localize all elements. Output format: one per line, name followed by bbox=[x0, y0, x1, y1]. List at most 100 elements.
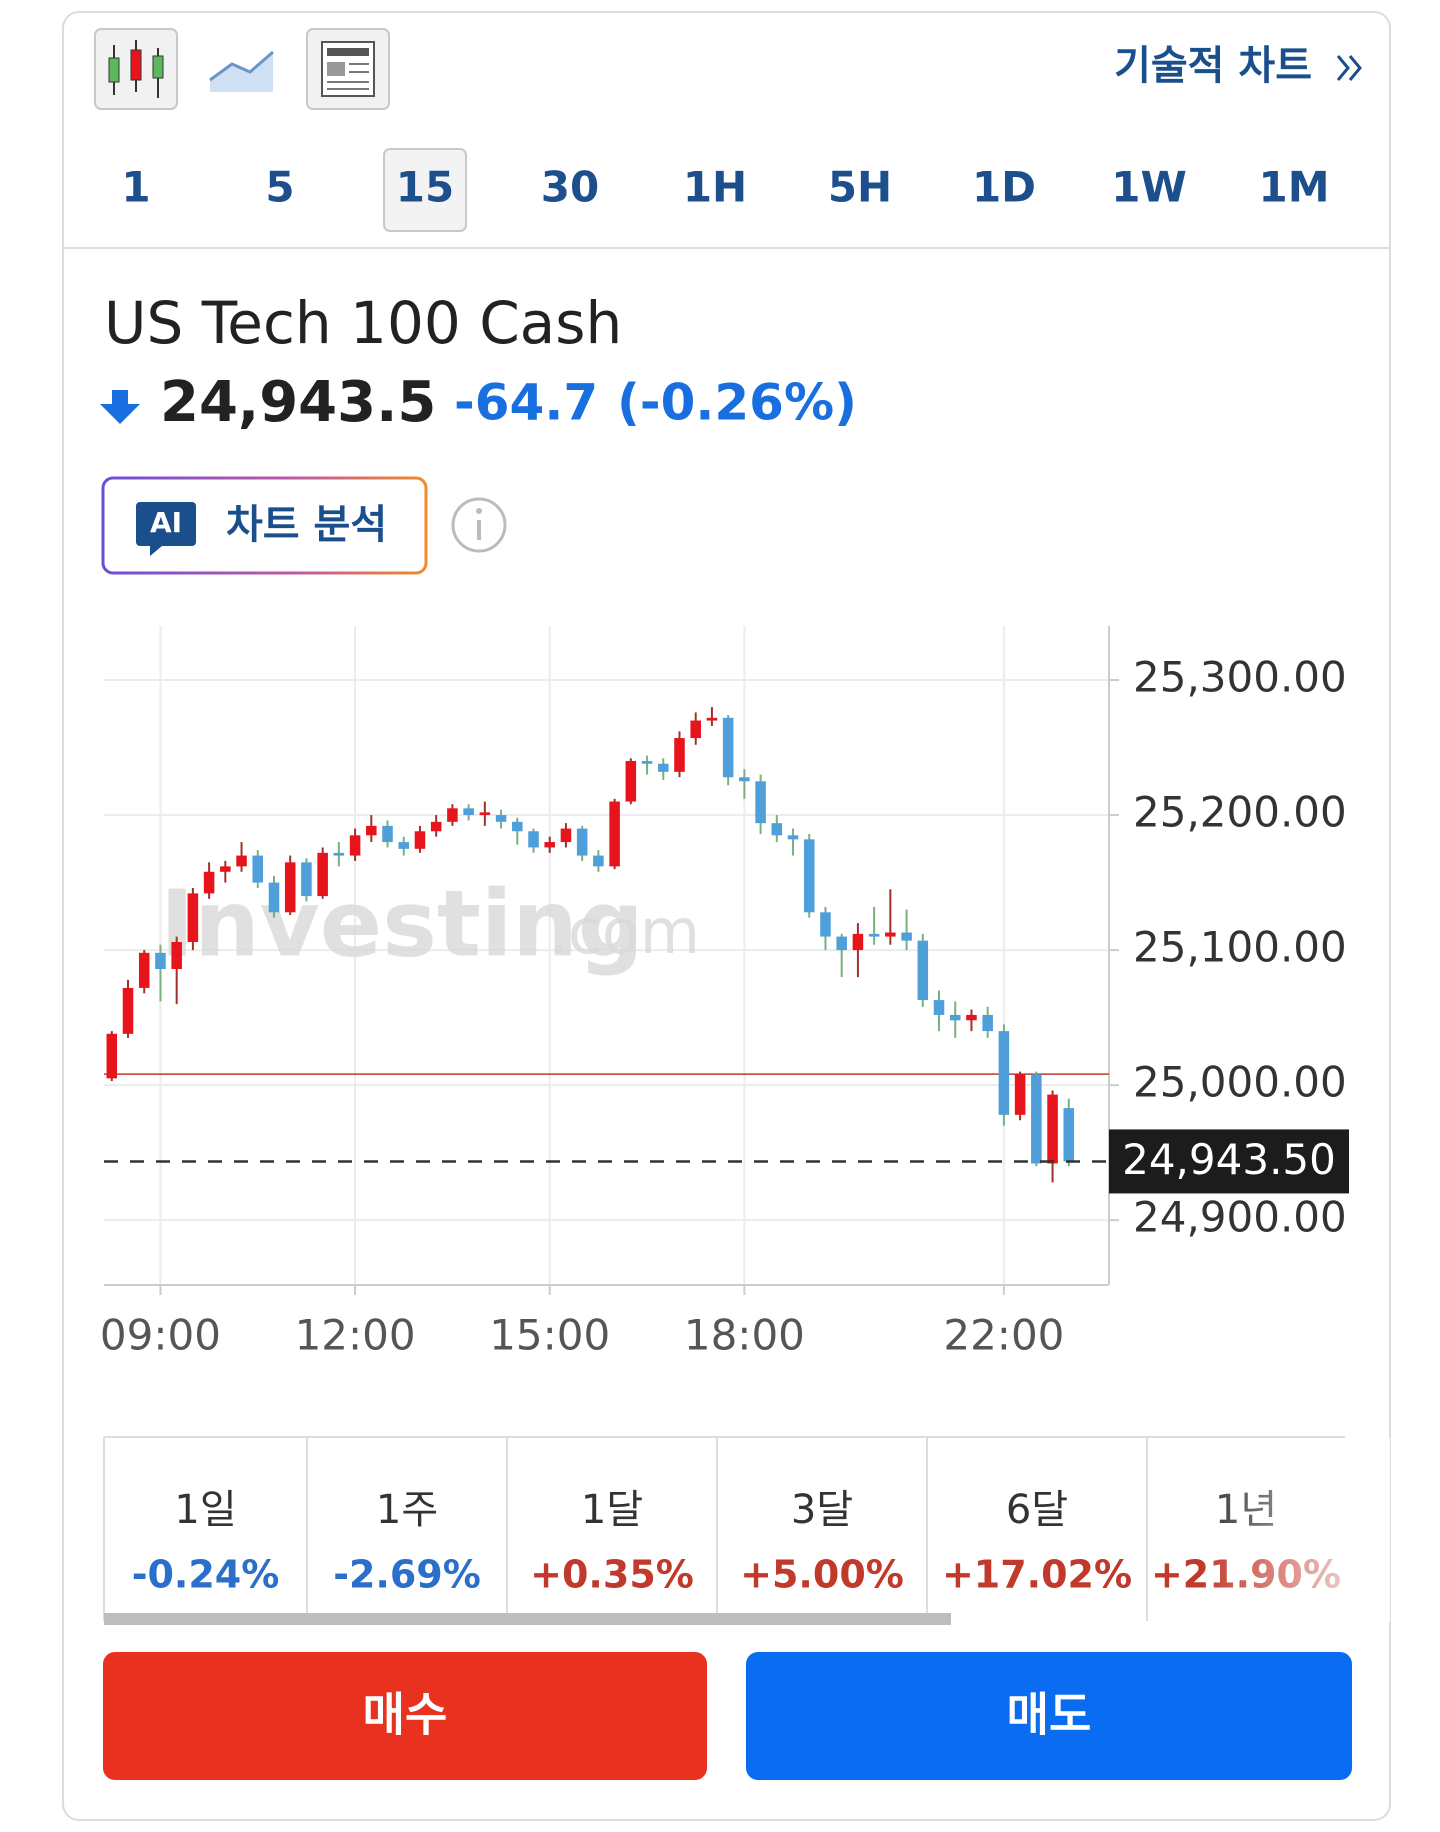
period-label[interactable]: 3달 bbox=[791, 1487, 853, 1533]
candle-body bbox=[544, 842, 556, 848]
period-change[interactable]: +0.35% bbox=[530, 1553, 694, 1597]
x-tick-label: 18:00 bbox=[684, 1311, 805, 1360]
sell-button[interactable]: 매도 bbox=[746, 1652, 1352, 1780]
timeframe-button[interactable]: 5H bbox=[828, 163, 892, 212]
candle-body bbox=[512, 821, 523, 832]
candle-body bbox=[398, 842, 410, 849]
candle-body bbox=[187, 893, 199, 942]
buy-label: 매수 bbox=[363, 1688, 448, 1742]
candle-body bbox=[674, 738, 685, 772]
period-change[interactable]: +5.00% bbox=[740, 1553, 904, 1597]
candle-body bbox=[771, 823, 783, 836]
candle-body bbox=[382, 825, 393, 843]
technical-chart-link[interactable]: 기술적 차트 bbox=[1114, 43, 1312, 89]
candle-body bbox=[155, 952, 166, 970]
y-tick-label: 24,900.00 bbox=[1133, 1193, 1347, 1242]
timeframe-button[interactable]: 5 bbox=[265, 163, 294, 212]
last-price-label: 24,943.50 bbox=[1122, 1135, 1336, 1184]
period-label[interactable]: 6달 bbox=[1006, 1487, 1068, 1533]
period-change[interactable]: -0.24% bbox=[132, 1553, 280, 1597]
fade-overlay bbox=[1200, 1438, 1390, 1622]
period-label[interactable]: 1일 bbox=[174, 1487, 236, 1533]
candle-body bbox=[836, 936, 847, 951]
candle-body bbox=[301, 862, 312, 897]
candle-body bbox=[560, 828, 572, 843]
timeframe-button[interactable]: 30 bbox=[541, 163, 599, 212]
period-change[interactable]: -2.69% bbox=[333, 1553, 481, 1597]
candle-body bbox=[787, 835, 799, 840]
candle-body bbox=[447, 808, 458, 822]
candle-body bbox=[722, 717, 734, 778]
timeframe-button[interactable]: 1M bbox=[1258, 163, 1329, 212]
candle-body bbox=[820, 912, 831, 937]
ai-badge: AI bbox=[150, 506, 182, 539]
period-label[interactable]: 1주 bbox=[376, 1487, 438, 1533]
candle-body bbox=[1063, 1108, 1075, 1162]
candle-body bbox=[528, 831, 539, 848]
candle-body bbox=[122, 987, 134, 1034]
ai-button-label: 차트 분석 bbox=[226, 502, 387, 548]
chevron-icon bbox=[1336, 55, 1362, 81]
candle-body bbox=[1031, 1074, 1042, 1164]
candle-body bbox=[998, 1031, 1010, 1115]
candle-body bbox=[949, 1014, 961, 1021]
candle-body bbox=[106, 1033, 118, 1079]
candle-body bbox=[852, 933, 864, 951]
candle-body bbox=[171, 941, 182, 970]
timeframe-row: 1 5 15 30 1H 5H 1D 1W 1M bbox=[121, 148, 1330, 232]
timeframe-button[interactable]: 1D bbox=[972, 163, 1036, 212]
candle-body bbox=[349, 835, 361, 856]
period-change[interactable]: +17.02% bbox=[942, 1553, 1132, 1597]
candle-body bbox=[933, 1000, 945, 1015]
x-tick-label: 15:00 bbox=[489, 1311, 610, 1360]
timeframe-button[interactable]: 1 bbox=[121, 163, 150, 212]
candle-body bbox=[885, 932, 896, 937]
candle-body bbox=[917, 940, 929, 1001]
candle-body bbox=[284, 862, 296, 913]
candle-body bbox=[868, 933, 880, 937]
candle-body bbox=[430, 821, 442, 832]
candle-body bbox=[366, 825, 377, 836]
candle-body bbox=[609, 801, 620, 867]
candle-body bbox=[690, 720, 701, 739]
candle-body bbox=[641, 761, 653, 764]
timeframe-button[interactable]: 1W bbox=[1111, 163, 1187, 212]
candle-body bbox=[593, 855, 604, 867]
y-tick-label: 25,300.00 bbox=[1133, 653, 1347, 702]
timeframe-button[interactable]: 15 bbox=[396, 163, 454, 212]
candle-body bbox=[901, 932, 912, 941]
candle-body bbox=[203, 871, 215, 894]
timeframe-button[interactable]: 1H bbox=[683, 163, 747, 212]
watermark: .com bbox=[548, 895, 700, 968]
ai-analysis-button[interactable]: AI 차트 분석 bbox=[101, 476, 428, 575]
candle-body bbox=[333, 852, 345, 856]
candle-body bbox=[138, 952, 150, 988]
y-tick-label: 25,000.00 bbox=[1133, 1058, 1347, 1107]
candle-body bbox=[706, 717, 718, 721]
info-icon[interactable] bbox=[451, 497, 507, 553]
candle-body bbox=[1014, 1074, 1026, 1115]
price-change-percent: (-0.26%) bbox=[617, 374, 857, 432]
price: 24,943.5 bbox=[160, 370, 436, 435]
period-label[interactable]: 1달 bbox=[581, 1487, 643, 1533]
candle-body bbox=[625, 761, 637, 802]
y-tick-label: 25,200.00 bbox=[1133, 788, 1347, 837]
candle-body bbox=[739, 777, 750, 782]
candle-body bbox=[463, 808, 474, 816]
last-price-tag bbox=[1109, 1129, 1349, 1194]
candle-body bbox=[479, 812, 491, 816]
candle-body bbox=[317, 852, 328, 897]
candle-view-button[interactable] bbox=[94, 28, 178, 110]
candle-body bbox=[966, 1014, 977, 1021]
performance-table: 1일 -0.24% 1주 -2.69% 1달 +0.35% 3달 +5.00% 6달 +17.02… bbox=[103, 1436, 1390, 1625]
candle-body bbox=[1047, 1094, 1058, 1164]
line-view-button[interactable] bbox=[209, 50, 274, 92]
buy-button[interactable]: 매수 bbox=[103, 1652, 707, 1780]
candle-body bbox=[755, 781, 766, 824]
y-tick-label: 25,100.00 bbox=[1133, 923, 1347, 972]
candle-body bbox=[657, 763, 669, 772]
news-view-button[interactable] bbox=[306, 28, 390, 110]
card bbox=[62, 11, 1391, 1821]
